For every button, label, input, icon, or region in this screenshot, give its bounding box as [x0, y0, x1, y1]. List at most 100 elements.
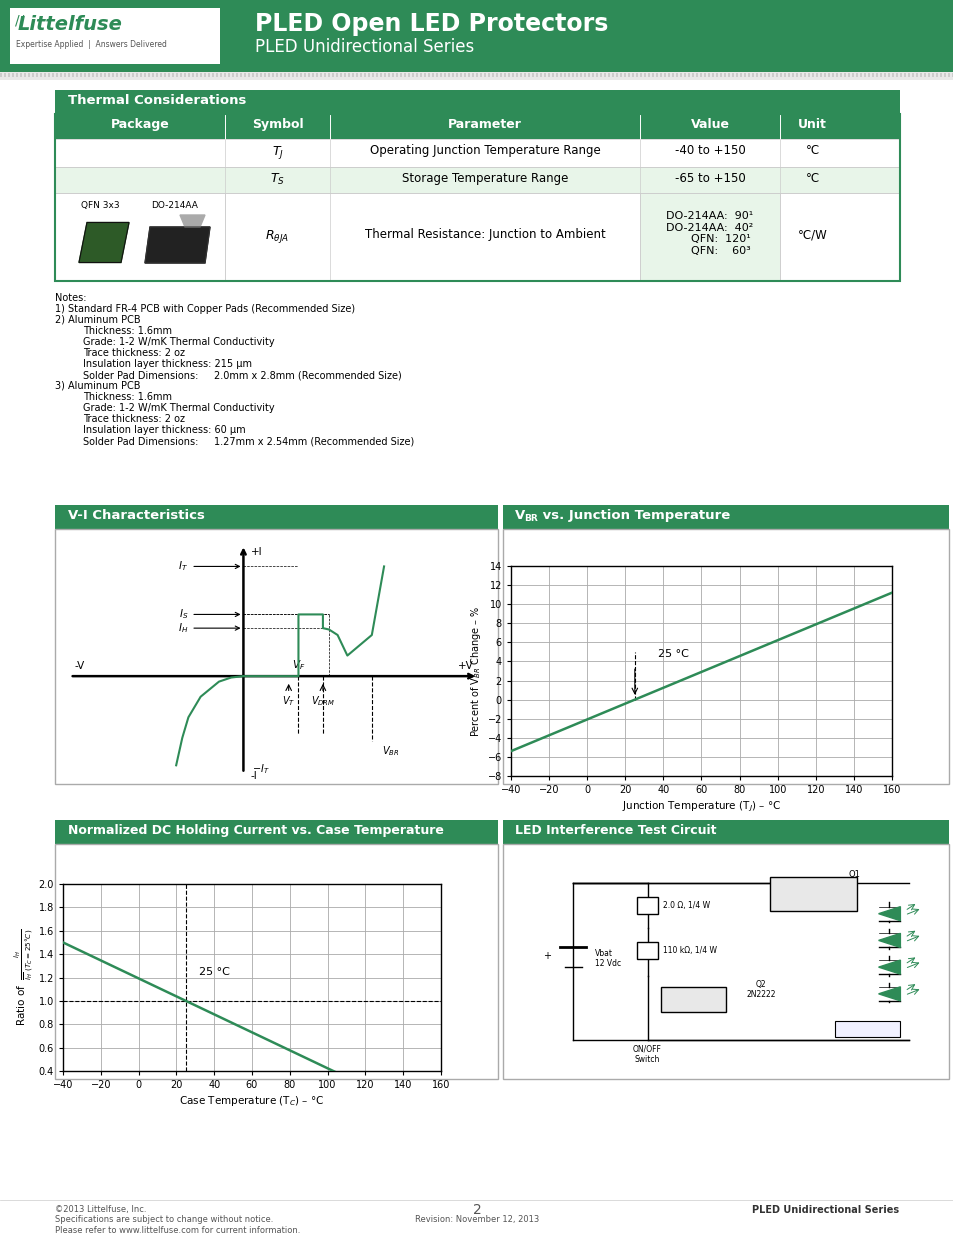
Text: Vbat
12 Vdc: Vbat 12 Vdc: [595, 948, 620, 968]
Bar: [132, 73, 133, 77]
Bar: [783, 73, 785, 77]
Bar: [55, 193, 899, 282]
Bar: [502, 844, 948, 1079]
Bar: [8, 73, 10, 77]
Text: 110 kΩ, 1/4 W: 110 kΩ, 1/4 W: [662, 946, 716, 955]
Bar: [499, 73, 501, 77]
Bar: [763, 73, 765, 77]
Bar: [112, 73, 113, 77]
Bar: [403, 73, 406, 77]
Bar: [636, 942, 658, 958]
Bar: [116, 73, 118, 77]
Bar: [596, 73, 598, 77]
Bar: [492, 73, 494, 77]
Bar: [775, 73, 778, 77]
Bar: [140, 73, 142, 77]
Bar: [436, 73, 437, 77]
Bar: [907, 73, 909, 77]
Bar: [488, 73, 490, 77]
Bar: [324, 73, 326, 77]
Bar: [502, 820, 948, 844]
Text: $V_{DRM}$: $V_{DRM}$: [311, 694, 335, 709]
Text: Grade: 1-2 W/mK Thermal Conductivity: Grade: 1-2 W/mK Thermal Conductivity: [83, 403, 274, 412]
Bar: [215, 73, 218, 77]
Text: Value: Value: [690, 119, 729, 131]
Bar: [516, 73, 517, 77]
Text: 3) Aluminum PCB: 3) Aluminum PCB: [55, 382, 140, 391]
Bar: [408, 73, 410, 77]
Bar: [911, 73, 913, 77]
Bar: [80, 73, 82, 77]
Bar: [747, 73, 749, 77]
Bar: [659, 987, 725, 1013]
Bar: [0, 72, 953, 80]
Text: 25 °C: 25 °C: [657, 648, 688, 658]
Polygon shape: [878, 987, 900, 1000]
Bar: [502, 529, 948, 784]
Bar: [639, 73, 641, 77]
Text: LED
Driver: LED Driver: [801, 884, 824, 904]
Text: $V_{BR}$: $V_{BR}$: [381, 745, 398, 758]
Bar: [164, 73, 166, 77]
Bar: [687, 73, 689, 77]
Text: Parameter: Parameter: [448, 119, 521, 131]
Text: $I_T$: $I_T$: [178, 559, 239, 573]
Text: $I_H$: $I_H$: [178, 621, 239, 635]
Bar: [919, 73, 921, 77]
Bar: [28, 73, 30, 77]
Bar: [60, 73, 62, 77]
Bar: [364, 73, 366, 77]
Bar: [148, 73, 150, 77]
Text: °C: °C: [804, 172, 819, 185]
Text: Q2
2N2222: Q2 2N2222: [745, 979, 775, 999]
Polygon shape: [145, 227, 210, 263]
Bar: [834, 1020, 900, 1037]
Bar: [700, 73, 701, 77]
Bar: [887, 73, 889, 77]
Bar: [859, 73, 862, 77]
Text: -40 to +150: -40 to +150: [674, 144, 744, 157]
Bar: [771, 73, 773, 77]
Bar: [679, 73, 681, 77]
Bar: [899, 73, 901, 77]
Bar: [659, 73, 661, 77]
Text: Operating Junction Temperature Range: Operating Junction Temperature Range: [369, 144, 599, 157]
Text: Grade: 1-2 W/mK Thermal Conductivity: Grade: 1-2 W/mK Thermal Conductivity: [83, 337, 274, 347]
Text: 2.0 Ω, 1/4 W: 2.0 Ω, 1/4 W: [662, 900, 709, 910]
Bar: [212, 73, 213, 77]
Bar: [875, 73, 877, 77]
Text: Trace thickness: 2 oz: Trace thickness: 2 oz: [83, 348, 185, 358]
Bar: [716, 73, 718, 77]
Bar: [439, 73, 441, 77]
Bar: [939, 73, 941, 77]
Bar: [603, 73, 605, 77]
Bar: [55, 820, 497, 844]
Bar: [443, 73, 446, 77]
Bar: [204, 73, 206, 77]
Bar: [96, 73, 98, 77]
Bar: [847, 73, 849, 77]
Text: Notes:: Notes:: [55, 293, 87, 303]
Bar: [496, 73, 497, 77]
Bar: [807, 73, 809, 77]
Text: DO-214AA:  90¹
DO-214AA:  40²
      QFN:  120¹
      QFN:    60³: DO-214AA: 90¹ DO-214AA: 40² QFN: 120¹ QF…: [666, 211, 753, 256]
Bar: [636, 73, 638, 77]
Bar: [691, 73, 693, 77]
Bar: [55, 505, 497, 529]
Bar: [175, 73, 178, 77]
Text: Storage Temperature Range: Storage Temperature Range: [401, 172, 568, 185]
Text: $T_J$: $T_J$: [272, 144, 283, 161]
Bar: [476, 73, 477, 77]
Text: 2) Aluminum PCB: 2) Aluminum PCB: [55, 315, 140, 325]
Bar: [827, 73, 829, 77]
Polygon shape: [878, 934, 900, 947]
Bar: [128, 73, 130, 77]
Text: V: V: [515, 509, 525, 522]
Bar: [723, 73, 725, 77]
Bar: [676, 73, 678, 77]
Text: Littelfuse: Littelfuse: [18, 15, 123, 35]
Bar: [4, 73, 6, 77]
Text: DO-214AA: DO-214AA: [152, 201, 198, 210]
Bar: [879, 73, 882, 77]
Bar: [731, 73, 733, 77]
